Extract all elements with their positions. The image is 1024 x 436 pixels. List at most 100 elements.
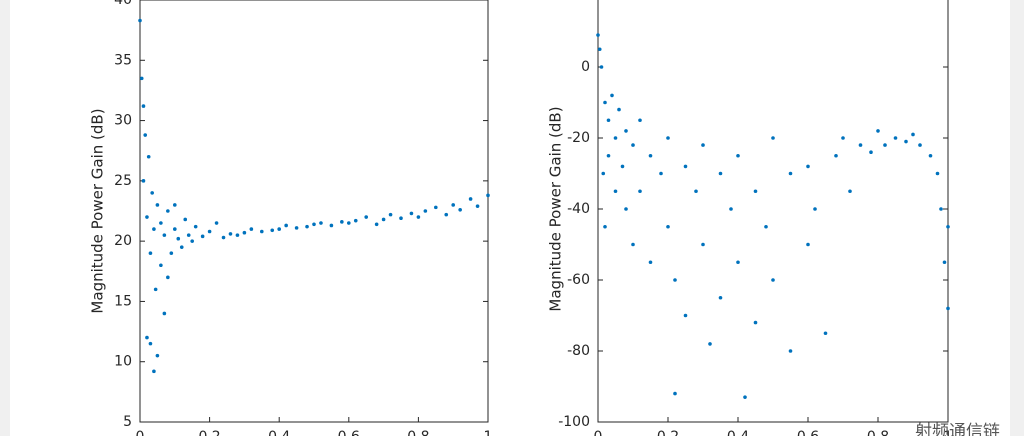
point xyxy=(399,216,403,221)
point xyxy=(162,311,167,316)
point xyxy=(249,227,254,231)
point xyxy=(736,260,740,265)
point xyxy=(319,221,323,225)
point xyxy=(176,236,181,241)
x-tick-label: 1 xyxy=(944,429,953,436)
point xyxy=(603,224,607,229)
point xyxy=(353,218,358,223)
point xyxy=(155,203,160,207)
point xyxy=(708,342,712,346)
point xyxy=(743,395,747,399)
point xyxy=(788,171,793,176)
y-tick-label: 10 xyxy=(114,354,132,370)
point xyxy=(138,18,142,23)
point xyxy=(771,278,775,282)
point xyxy=(673,391,677,396)
point xyxy=(848,189,852,194)
y-tick-label: 5 xyxy=(123,414,132,430)
x-tick-label: 0 xyxy=(136,429,145,436)
point xyxy=(631,242,635,247)
point xyxy=(648,153,653,158)
point xyxy=(416,215,421,219)
point xyxy=(294,226,299,230)
point xyxy=(242,230,247,235)
point xyxy=(946,224,950,229)
point xyxy=(146,154,151,159)
point xyxy=(193,224,198,229)
point xyxy=(771,136,775,140)
point xyxy=(409,211,414,216)
point xyxy=(150,191,154,195)
point xyxy=(617,107,621,112)
point xyxy=(340,220,344,224)
point xyxy=(141,104,146,108)
point xyxy=(599,65,604,69)
point xyxy=(260,229,264,234)
point xyxy=(893,136,898,140)
point xyxy=(683,313,688,318)
point xyxy=(918,143,922,147)
point xyxy=(935,171,940,176)
point xyxy=(620,164,625,169)
point xyxy=(753,320,758,325)
y-tick-label: 20 xyxy=(572,0,590,4)
point xyxy=(813,207,817,211)
x-tick-label: 0.4 xyxy=(268,429,290,436)
point xyxy=(841,136,845,140)
point xyxy=(235,233,240,237)
point xyxy=(788,349,793,353)
point xyxy=(729,207,733,211)
point xyxy=(444,212,449,217)
point xyxy=(806,242,810,247)
point xyxy=(381,217,386,222)
point xyxy=(148,341,153,346)
y-tick-label: 20 xyxy=(114,233,132,249)
point xyxy=(214,221,219,225)
point xyxy=(270,228,275,233)
point xyxy=(876,129,880,133)
point xyxy=(701,143,705,147)
point xyxy=(718,171,723,176)
point xyxy=(631,143,635,147)
point xyxy=(701,242,705,247)
y-tick-label: -100 xyxy=(558,414,590,430)
point xyxy=(673,278,677,282)
y-tick-label: 30 xyxy=(114,113,132,129)
point xyxy=(683,164,688,169)
point xyxy=(305,224,309,229)
point xyxy=(388,212,393,217)
point xyxy=(475,204,480,208)
point xyxy=(228,232,233,236)
point xyxy=(858,143,863,147)
point xyxy=(141,179,146,183)
y-tick-label: 40 xyxy=(114,0,132,8)
point xyxy=(904,139,908,144)
y-tick-label: -80 xyxy=(567,343,590,359)
point xyxy=(145,335,149,340)
point xyxy=(451,203,456,207)
point xyxy=(624,207,628,211)
point xyxy=(277,227,282,231)
point xyxy=(911,132,915,137)
x-tick-label: 0.8 xyxy=(867,429,889,436)
point xyxy=(173,203,177,207)
y-axis-label: Magnitude Power Gain (dB) xyxy=(89,108,107,313)
point xyxy=(823,331,828,336)
x-tick-label: 0.6 xyxy=(338,429,360,436)
point xyxy=(159,263,163,268)
point xyxy=(153,287,158,292)
point xyxy=(606,118,611,123)
x-tick-label: 0.2 xyxy=(657,429,679,436)
point xyxy=(148,251,153,255)
point xyxy=(152,227,156,231)
point xyxy=(364,215,369,219)
watermark: 射频通信链 xyxy=(915,422,1000,436)
point xyxy=(806,164,810,169)
x-tick-label: 1 xyxy=(484,429,493,436)
point xyxy=(145,215,149,219)
point xyxy=(152,369,156,374)
point xyxy=(179,245,184,249)
y-tick-label: 0 xyxy=(581,59,590,75)
x-tick-label: 0 xyxy=(594,429,603,436)
